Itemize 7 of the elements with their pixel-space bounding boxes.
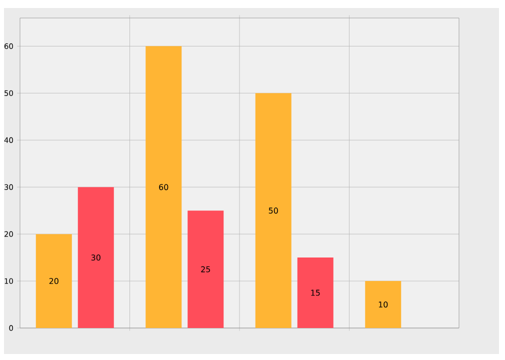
bar xyxy=(36,234,72,328)
bar xyxy=(78,187,114,328)
bar xyxy=(188,210,224,328)
bar xyxy=(255,93,292,328)
bar xyxy=(365,281,402,328)
bar xyxy=(146,46,182,328)
bar xyxy=(297,258,334,328)
